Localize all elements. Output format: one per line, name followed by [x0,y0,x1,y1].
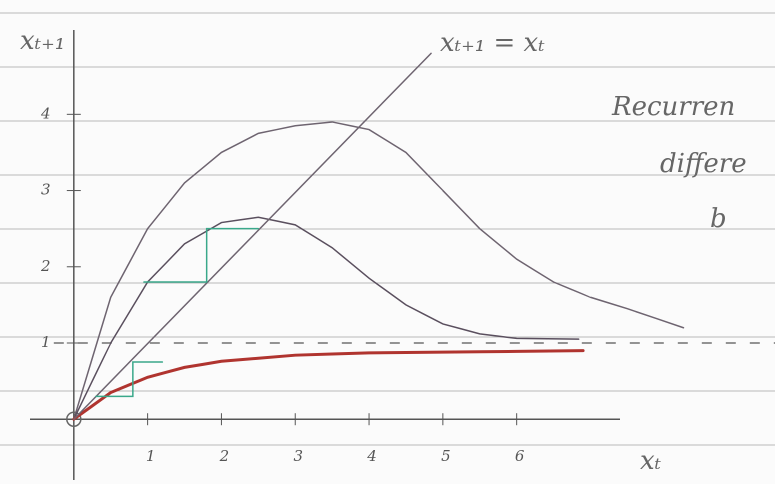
origin [66,411,82,427]
y-axis-label: xₜ₊₁ [20,26,65,56]
diagonal-label: xₜ₊₁ = xₜ [440,28,545,58]
x-tick-label: 4 [366,447,377,465]
curve [73,52,432,420]
x-tick-label: 2 [219,447,230,465]
x-tick-label: 6 [515,447,525,465]
curve [95,361,164,398]
annotation: b [710,204,727,234]
x-tick-label: 1 [146,447,156,465]
ruled-paper [0,12,775,446]
y-tick-label: 2 [40,257,51,275]
x-axis-label: xₜ [640,446,662,476]
annotation: Recurren [611,92,735,122]
curve [73,216,580,420]
y-tick-label: 1 [41,333,51,351]
annotation: differe [660,149,747,179]
curve [143,227,260,283]
x-tick-label: 5 [441,447,451,465]
y-tick-label: 3 [41,181,51,199]
x-tick-label: 3 [293,447,303,465]
y-tick-label: 4 [40,104,51,122]
curve [72,349,585,421]
curve [73,121,685,420]
